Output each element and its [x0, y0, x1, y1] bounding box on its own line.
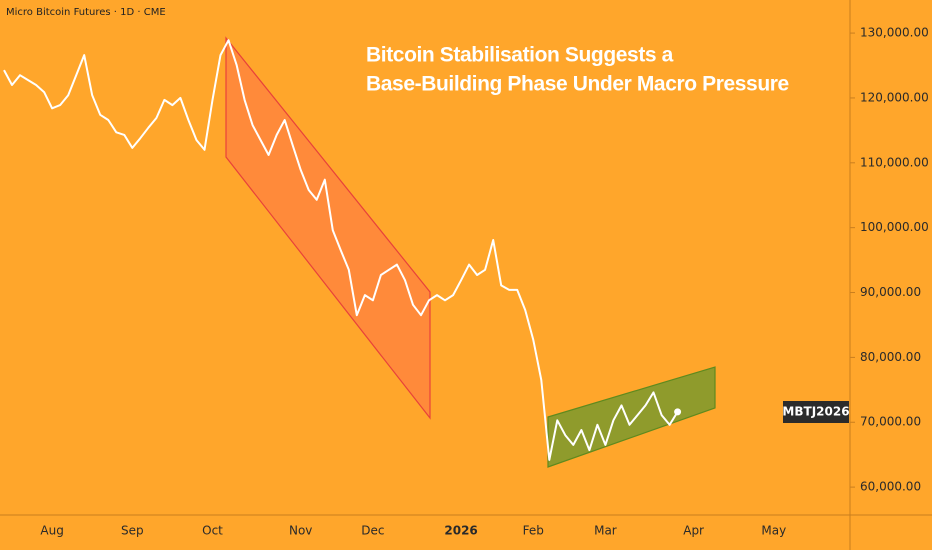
- chart-title: Bitcoin Stabilisation Suggests a: [366, 44, 674, 67]
- symbol-header: Micro Bitcoin Futures · 1D · CME: [6, 7, 166, 18]
- y-tick-label: 110,000.00: [860, 155, 929, 169]
- x-tick-label: Apr: [683, 524, 704, 538]
- x-tick-label: 2026: [444, 524, 477, 538]
- price-line: [3, 39, 679, 461]
- last-point: [674, 408, 682, 416]
- chart-title: Base-Building Phase Under Macro Pressure: [366, 73, 789, 96]
- y-tick-label: 90,000.00: [860, 285, 921, 299]
- y-tick-label: 120,000.00: [860, 90, 929, 104]
- x-tick-label: Nov: [289, 524, 312, 538]
- x-tick-label: May: [761, 524, 786, 538]
- x-tick-label: Sep: [121, 524, 144, 538]
- y-tick-label: 70,000.00: [860, 415, 921, 429]
- y-tick-label: 130,000.00: [860, 26, 929, 40]
- x-tick-label: Dec: [361, 524, 384, 538]
- y-tick-label: 60,000.00: [860, 480, 921, 494]
- y-tick-label: 100,000.00: [860, 220, 929, 234]
- price-tag-box: [783, 401, 849, 423]
- x-tick-label: Aug: [40, 524, 63, 538]
- x-tick-label: Oct: [202, 524, 223, 538]
- x-tick-label: Mar: [594, 524, 617, 538]
- x-tick-label: Feb: [523, 524, 544, 538]
- y-tick-label: 80,000.00: [860, 350, 921, 364]
- price-tag: MBTJ2026: [782, 405, 849, 419]
